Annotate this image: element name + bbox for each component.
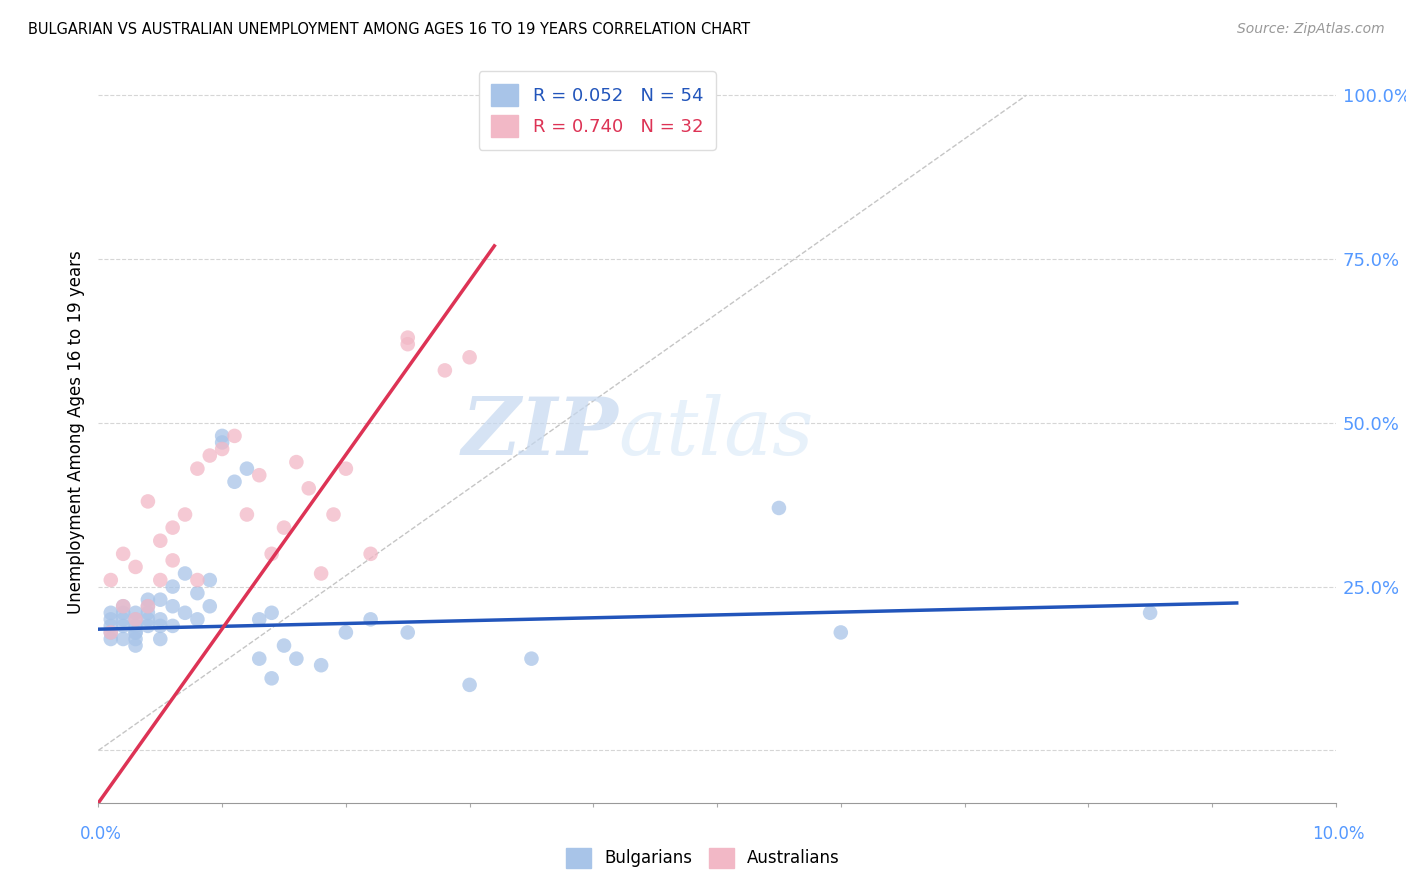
Point	[124, 619, 146, 633]
Point	[211, 435, 233, 450]
Point	[322, 508, 344, 522]
Point	[124, 560, 146, 574]
Point	[285, 651, 308, 665]
Point	[186, 612, 208, 626]
Point	[198, 573, 221, 587]
Point	[1139, 606, 1161, 620]
Point	[768, 500, 790, 515]
Point	[224, 429, 246, 443]
Point	[260, 606, 283, 620]
Legend: R = 0.052   N = 54, R = 0.740   N = 32: R = 0.052 N = 54, R = 0.740 N = 32	[478, 71, 716, 150]
Point	[136, 599, 159, 614]
Point	[112, 599, 135, 614]
Point	[236, 508, 259, 522]
Point	[136, 612, 159, 626]
Point	[162, 521, 184, 535]
Y-axis label: Unemployment Among Ages 16 to 19 years: Unemployment Among Ages 16 to 19 years	[66, 251, 84, 615]
Point	[236, 461, 259, 475]
Point	[136, 494, 159, 508]
Point	[285, 455, 308, 469]
Point	[112, 606, 135, 620]
Point	[112, 619, 135, 633]
Point	[830, 625, 852, 640]
Point	[149, 533, 172, 548]
Point	[162, 580, 184, 594]
Text: atlas: atlas	[619, 394, 814, 471]
Point	[149, 632, 172, 646]
Point	[396, 625, 419, 640]
Text: 0.0%: 0.0%	[80, 825, 122, 843]
Point	[174, 566, 197, 581]
Point	[112, 547, 135, 561]
Text: Source: ZipAtlas.com: Source: ZipAtlas.com	[1237, 22, 1385, 37]
Point	[273, 521, 295, 535]
Point	[100, 625, 122, 640]
Point	[100, 573, 122, 587]
Point	[224, 475, 246, 489]
Point	[174, 606, 197, 620]
Point	[198, 599, 221, 614]
Point	[458, 351, 481, 365]
Point	[112, 632, 135, 646]
Point	[149, 573, 172, 587]
Point	[247, 612, 270, 626]
Point	[360, 612, 382, 626]
Point	[149, 619, 172, 633]
Point	[520, 651, 543, 665]
Point	[260, 671, 283, 685]
Point	[247, 468, 270, 483]
Point	[211, 429, 233, 443]
Point	[309, 658, 332, 673]
Point	[186, 461, 208, 475]
Point	[396, 337, 419, 351]
Text: 10.0%: 10.0%	[1312, 825, 1365, 843]
Text: ZIP: ZIP	[461, 394, 619, 471]
Point	[136, 599, 159, 614]
Point	[100, 619, 122, 633]
Point	[136, 592, 159, 607]
Point	[247, 651, 270, 665]
Point	[335, 461, 357, 475]
Point	[100, 632, 122, 646]
Point	[396, 330, 419, 344]
Point	[273, 639, 295, 653]
Point	[186, 586, 208, 600]
Point	[100, 606, 122, 620]
Point	[124, 625, 146, 640]
Point	[211, 442, 233, 456]
Point	[162, 619, 184, 633]
Text: BULGARIAN VS AUSTRALIAN UNEMPLOYMENT AMONG AGES 16 TO 19 YEARS CORRELATION CHART: BULGARIAN VS AUSTRALIAN UNEMPLOYMENT AMO…	[28, 22, 751, 37]
Point	[186, 573, 208, 587]
Point	[198, 449, 221, 463]
Point	[124, 625, 146, 640]
Point	[309, 566, 332, 581]
Point	[100, 625, 122, 640]
Point	[335, 625, 357, 640]
Point	[112, 599, 135, 614]
Legend: Bulgarians, Australians: Bulgarians, Australians	[560, 841, 846, 875]
Point	[260, 547, 283, 561]
Point	[124, 612, 146, 626]
Point	[124, 612, 146, 626]
Point	[162, 599, 184, 614]
Point	[458, 678, 481, 692]
Point	[174, 508, 197, 522]
Point	[149, 592, 172, 607]
Point	[298, 481, 321, 495]
Point	[433, 363, 456, 377]
Point	[124, 632, 146, 646]
Point	[136, 606, 159, 620]
Point	[136, 619, 159, 633]
Point	[162, 553, 184, 567]
Point	[124, 606, 146, 620]
Point	[124, 639, 146, 653]
Point	[112, 612, 135, 626]
Point	[100, 612, 122, 626]
Point	[360, 547, 382, 561]
Point	[149, 612, 172, 626]
